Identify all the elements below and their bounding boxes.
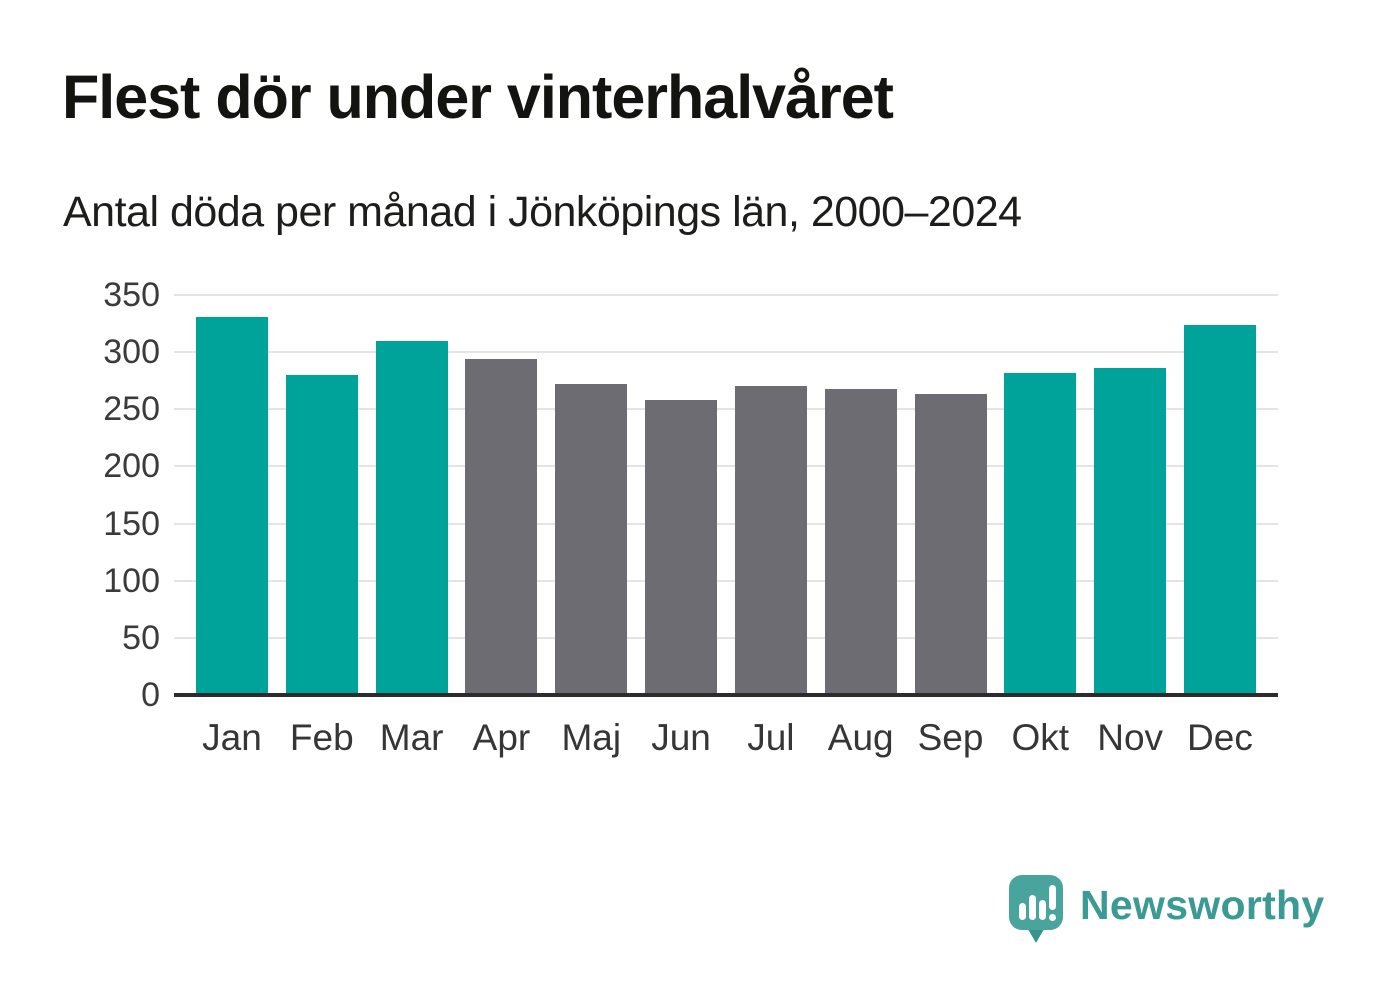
x-label-aug: Aug <box>827 717 894 758</box>
y-tick-150: 150 <box>103 504 160 543</box>
bar-jul <box>734 386 807 695</box>
x-label-apr: Apr <box>472 717 531 758</box>
y-tick-300: 300 <box>103 333 160 372</box>
gridline-50 <box>174 636 1278 639</box>
x-axis-labels: Jan Feb Mar Apr Maj Jun Jul Aug Sep Okt Nov Dec <box>174 716 1278 760</box>
y-axis: 0 50 100 150 200 250 300 350 <box>0 278 160 712</box>
x-label-jul: Jul <box>747 717 795 758</box>
gridline-300 <box>174 351 1278 354</box>
gridline-250 <box>174 408 1278 411</box>
gridline-100 <box>174 579 1278 582</box>
x-label-sep: Sep <box>917 717 984 758</box>
y-tick-50: 50 <box>122 618 160 657</box>
y-tick-250: 250 <box>103 390 160 429</box>
gridline-150 <box>174 522 1278 525</box>
x-label-maj: Maj <box>561 717 622 758</box>
x-label-jan: Jan <box>202 717 262 758</box>
x-label-mar: Mar <box>379 717 444 758</box>
y-tick-0: 0 <box>141 676 160 714</box>
brand-wordmark: Newsworthy <box>1080 882 1325 928</box>
bar-mar <box>375 340 448 695</box>
bar-nov <box>1094 368 1167 695</box>
bar-aug <box>824 388 897 695</box>
gridline-200 <box>174 465 1278 468</box>
bar-jun <box>645 400 718 695</box>
bar-apr <box>465 359 538 695</box>
chart-subtitle: Antal döda per månad i Jönköpings län, 2… <box>63 188 1022 236</box>
bar-series <box>174 295 1278 695</box>
x-label-nov: Nov <box>1097 717 1164 758</box>
gridline-350 <box>174 294 1278 296</box>
newsworthy-logo-icon <box>1009 875 1063 943</box>
bar-sep <box>914 394 987 695</box>
x-axis-line <box>174 693 1278 697</box>
y-tick-350: 350 <box>103 276 160 314</box>
x-label-dec: Dec <box>1187 717 1253 758</box>
bar-okt <box>1004 372 1077 695</box>
x-label-jun: Jun <box>651 717 711 758</box>
y-tick-200: 200 <box>103 447 160 486</box>
x-label-okt: Okt <box>1011 717 1070 758</box>
plot-area <box>174 294 1278 697</box>
bar-feb <box>285 375 358 695</box>
bar-maj <box>555 384 628 695</box>
y-tick-100: 100 <box>103 561 160 600</box>
bar-dec <box>1183 324 1256 695</box>
chart-title: Flest dör under vinterhalvåret <box>62 63 894 131</box>
bar-jan <box>196 316 268 695</box>
x-label-feb: Feb <box>289 717 354 758</box>
